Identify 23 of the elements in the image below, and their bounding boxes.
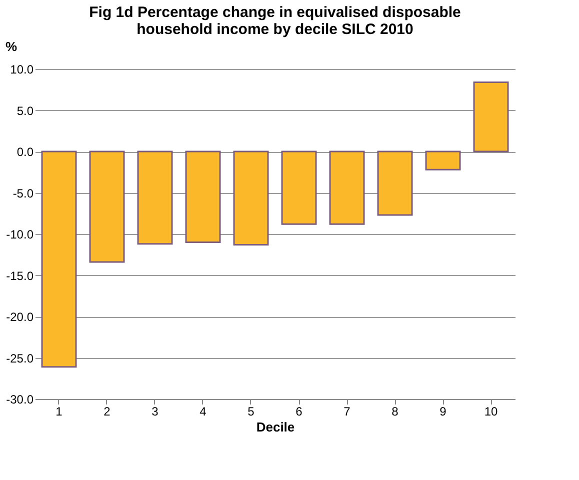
x-tick-label: 6 (296, 404, 303, 418)
y-tick-label: -25.0 (6, 351, 34, 366)
x-tick-label: 4 (200, 404, 207, 418)
x-tick-label: 7 (344, 404, 351, 418)
y-tick-label: 10.0 (10, 62, 34, 76)
x-tick-label: 8 (392, 404, 399, 418)
y-axis-title: % (5, 39, 18, 54)
y-tick-label: -15.0 (6, 268, 34, 283)
y-tick-label: -20.0 (6, 310, 34, 324)
text: Fig 1d Percentage change in equivalised disposable (89, 4, 461, 21)
x-tick-label: 5 (248, 404, 255, 418)
y-tick-label: -5.0 (12, 186, 34, 200)
x-tick-label: 1 (56, 404, 63, 418)
y-tick-label: 0.0 (16, 145, 34, 159)
x-tick-label: 9 (440, 404, 447, 418)
y-tick-label: -10.0 (6, 228, 34, 242)
x-tick-label: 3 (152, 404, 159, 418)
x-tick-label: 10 (484, 404, 498, 418)
y-tick-label: -30.0 (6, 392, 34, 406)
x-tick-label: 2 (104, 404, 111, 418)
text: household income by decile SILC 2010 (136, 21, 414, 38)
y-tick-label: 5.0 (16, 104, 34, 118)
x-axis-title: Decile (256, 420, 295, 434)
